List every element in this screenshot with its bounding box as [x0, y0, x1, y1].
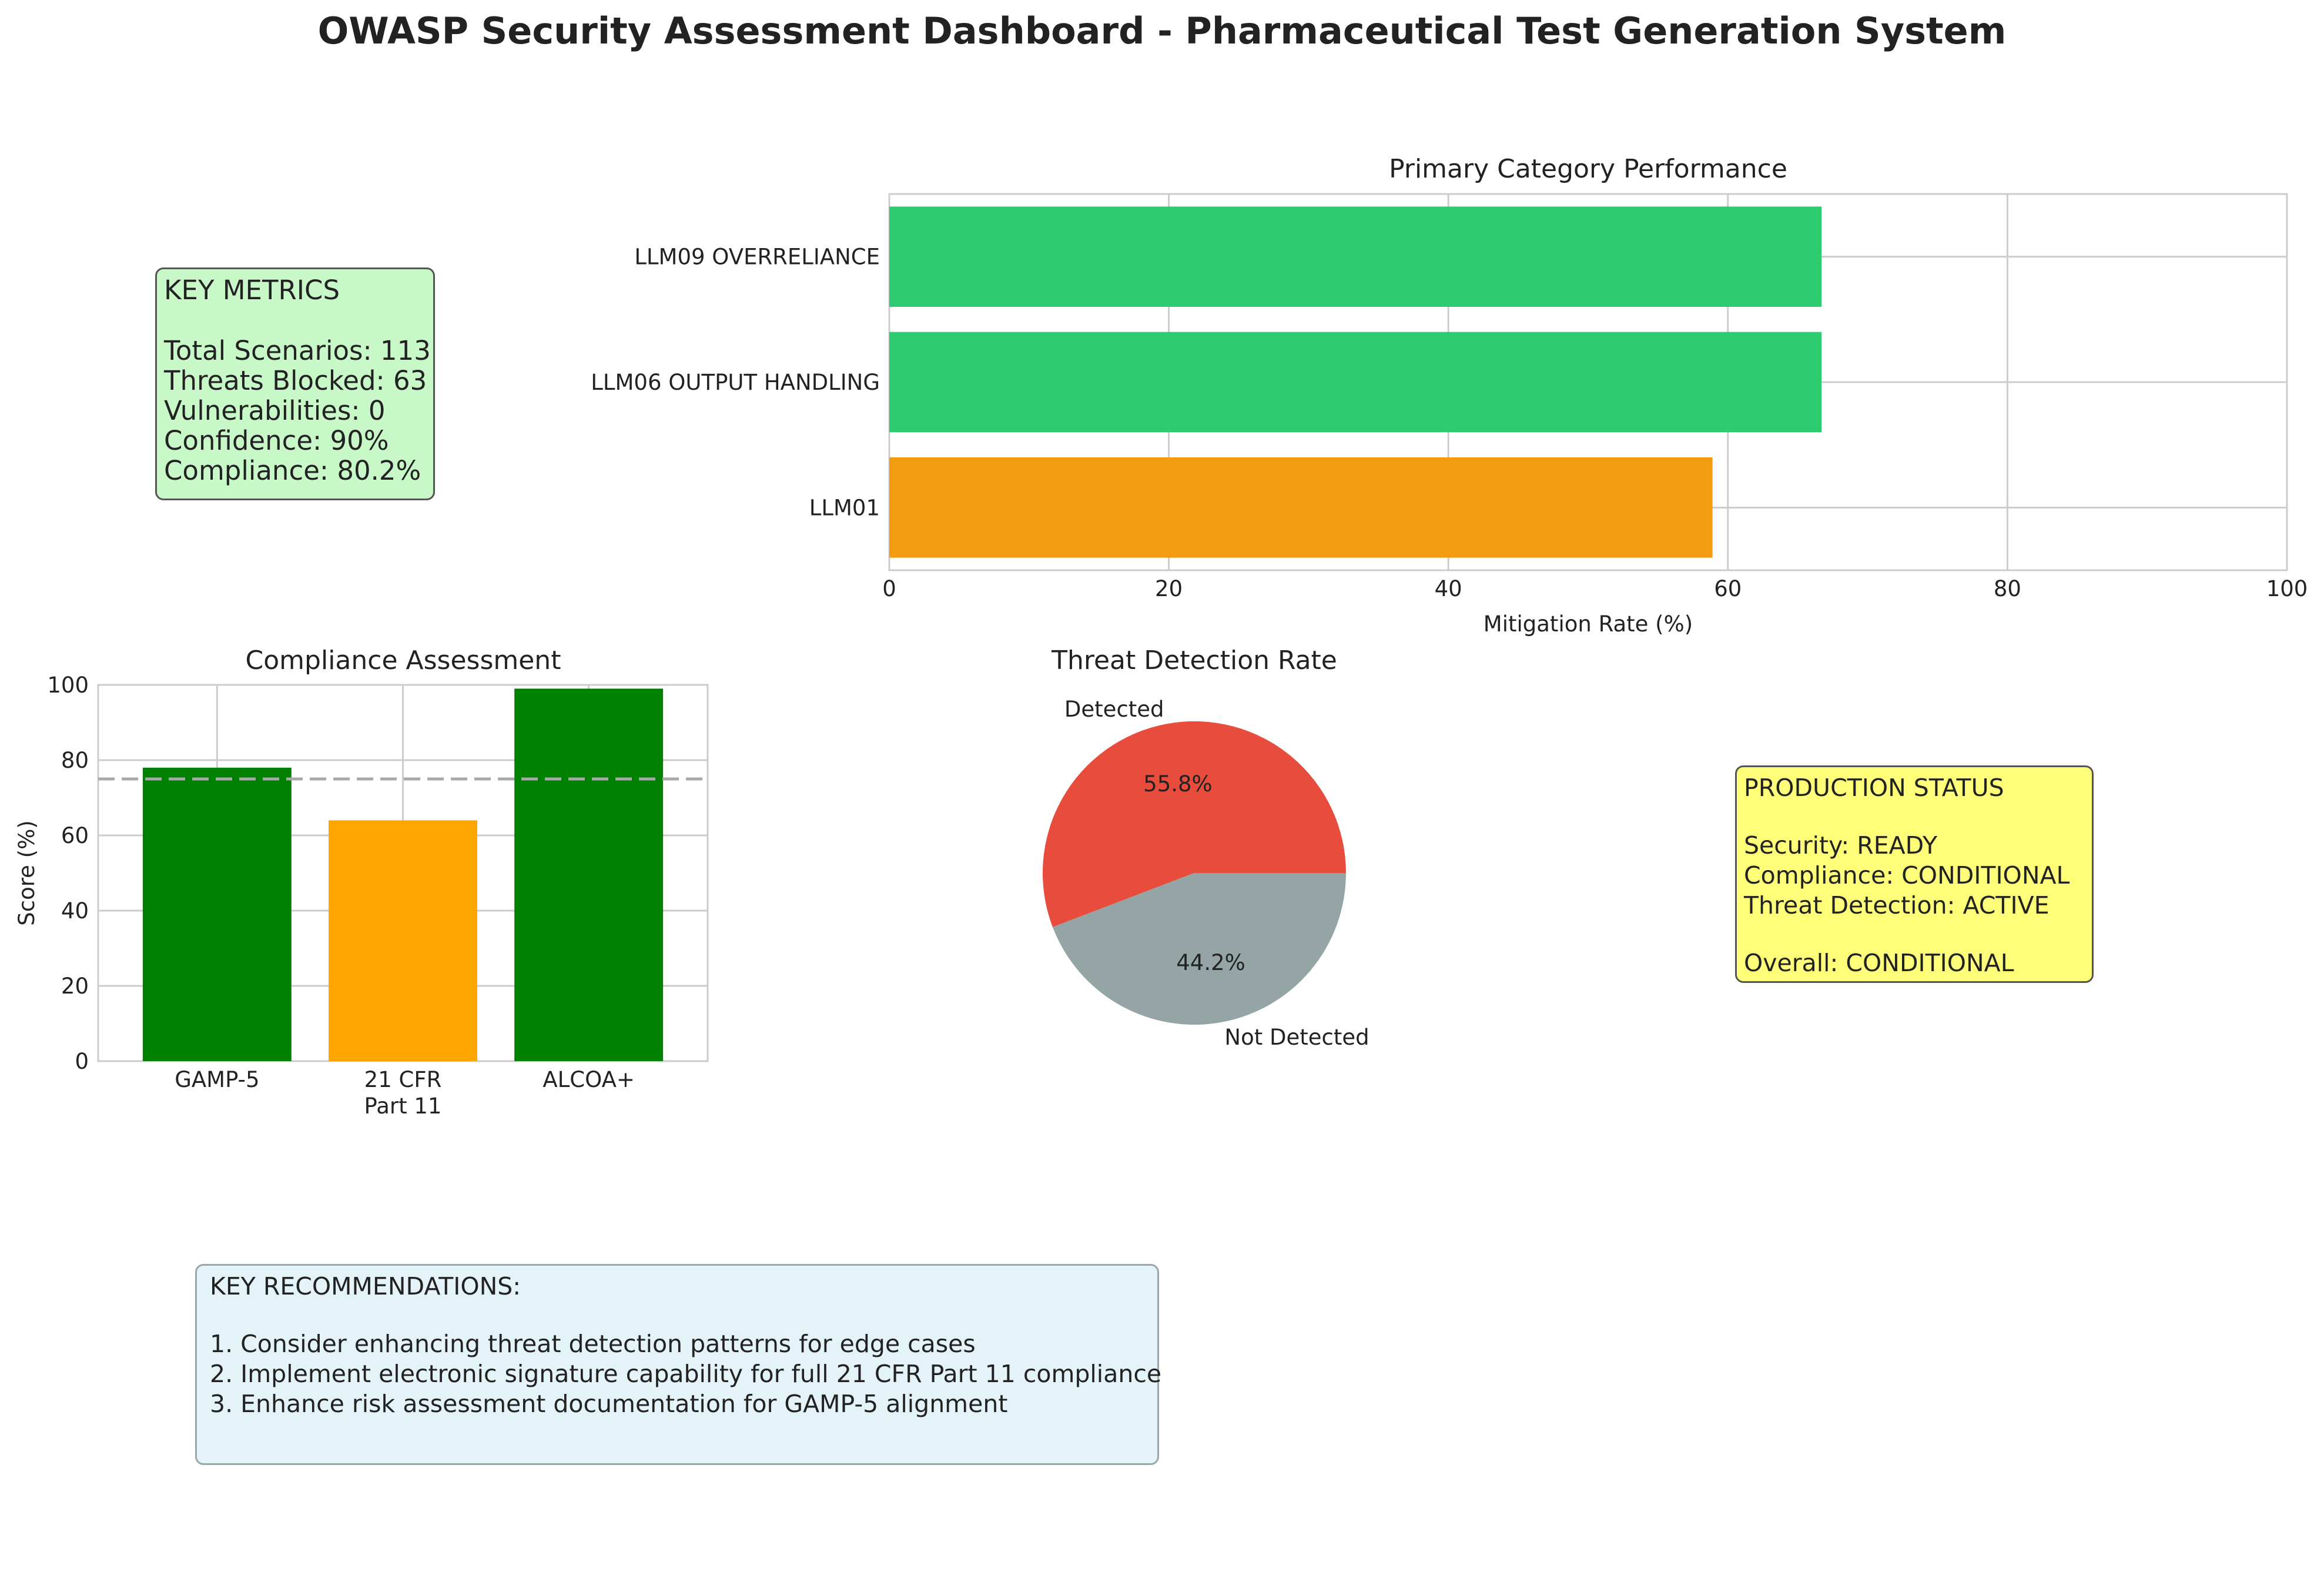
- pie-labels: 55.8% Detected 44.2% Not Detected: [1064, 697, 1369, 1050]
- x-tick-label: 0: [882, 576, 896, 601]
- compliance-chart-title: Compliance Assessment: [246, 645, 561, 675]
- primary-chart-bars: [889, 206, 1822, 558]
- recommendation-item: 1. Consider enhancing threat detection p…: [210, 1330, 976, 1359]
- primary-chart-x-axis-label: Mitigation Rate (%): [1484, 611, 1693, 637]
- y-tick-label: 0: [75, 1049, 89, 1074]
- category-label: GAMP-5: [175, 1067, 259, 1092]
- y-tick-label: 100: [47, 673, 89, 698]
- bar: [889, 332, 1822, 433]
- category-label: LLM06 OUTPUT HANDLING: [591, 370, 880, 395]
- recommendation-item: 3. Enhance risk assessment documentation…: [210, 1390, 1008, 1419]
- category-label: LLM09 OVERRELIANCE: [634, 245, 880, 270]
- status-overall: Overall: CONDITIONAL: [1744, 949, 2014, 978]
- bar: [889, 206, 1822, 307]
- compliance-chart-bars: [142, 688, 664, 1061]
- x-tick-label: 80: [1994, 576, 2021, 601]
- metric-threats-blocked: Threats Blocked: 63: [164, 364, 427, 396]
- key-metrics-box: KEY METRICS Total Scenarios: 113 Threats…: [155, 267, 435, 500]
- pie-slice: [1052, 873, 1346, 1025]
- threat-detection-chart: Threat Detection Rate 55.8% Detected 44.2%…: [1043, 645, 1369, 1050]
- pie-category-label: Detected: [1064, 697, 1164, 722]
- x-tick-label: 20: [1155, 576, 1183, 601]
- metric-vulnerabilities: Vulnerabilities: 0: [164, 394, 386, 426]
- y-tick-label: 20: [61, 974, 89, 999]
- status-security: Security: READY: [1744, 831, 1938, 860]
- threat-detection-chart-title: Threat Detection Rate: [1051, 645, 1337, 675]
- recommendation-item: 2. Implement electronic signature capabi…: [210, 1360, 1162, 1389]
- pie-slices: [1043, 721, 1346, 1025]
- production-status-box: PRODUCTION STATUS Security: READY Compli…: [1735, 765, 2094, 983]
- bar: [514, 688, 664, 1061]
- category-label: 21 CFR: [364, 1067, 442, 1092]
- category-label: Part 11: [364, 1093, 442, 1119]
- pie-slice: [1043, 721, 1346, 927]
- y-tick-label: 60: [61, 823, 89, 848]
- primary-category-chart: 0 20 40 60 80 100 LLM09 OVERRELIANCE LLM06 OUT…: [591, 154, 2308, 637]
- key-metrics-title: KEY METRICS: [164, 275, 340, 306]
- status-compliance: Compliance: CONDITIONAL: [1744, 861, 2070, 890]
- x-tick-label: 100: [2266, 576, 2308, 601]
- metric-confidence: Confidence: 90%: [164, 424, 389, 456]
- compliance-chart-y-axis-label: Score (%): [14, 820, 39, 925]
- bar: [889, 457, 1713, 558]
- y-tick-label: 80: [61, 748, 89, 773]
- x-tick-label: 40: [1435, 576, 1462, 601]
- metric-total-scenarios: Total Scenarios: 113: [164, 335, 431, 366]
- category-label: ALCOA+: [543, 1067, 635, 1092]
- pie-percent-label: 44.2%: [1176, 950, 1245, 975]
- bar: [142, 767, 292, 1061]
- page-title: OWASP Security Assessment Dashboard - Ph…: [318, 9, 2007, 52]
- primary-chart-title: Primary Category Performance: [1389, 154, 1787, 184]
- status-threat-detection: Threat Detection: ACTIVE: [1744, 891, 2050, 920]
- pie-category-label: Not Detected: [1224, 1025, 1369, 1050]
- pie-percent-label: 55.8%: [1143, 771, 1213, 797]
- bar: [329, 820, 477, 1061]
- recommendations-title: KEY RECOMMENDATIONS:: [210, 1272, 521, 1300]
- compliance-chart-y-ticks: 0 20 40 60 80 100: [47, 673, 89, 1074]
- primary-chart-categories: LLM09 OVERRELIANCE LLM06 OUTPUT HANDLING L…: [591, 245, 880, 521]
- metric-compliance: Compliance: 80.2%: [164, 454, 421, 486]
- x-tick-label: 60: [1714, 576, 1742, 601]
- y-tick-label: 40: [61, 898, 89, 924]
- category-label: LLM01: [809, 495, 880, 520]
- recommendations-box: KEY RECOMMENDATIONS: 1. Consider enhanci…: [195, 1264, 1162, 1465]
- production-status-title: PRODUCTION STATUS: [1744, 774, 2004, 802]
- primary-chart-x-ticks: 0 20 40 60 80 100: [882, 576, 2308, 601]
